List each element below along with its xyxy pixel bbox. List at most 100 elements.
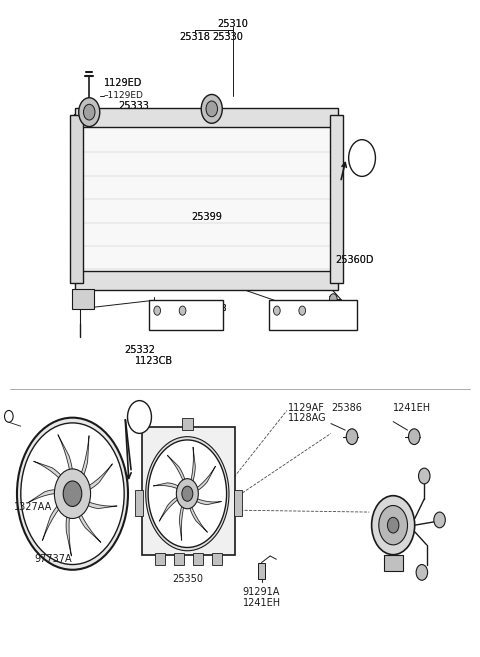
Text: 1327AA: 1327AA <box>14 502 52 512</box>
Circle shape <box>179 306 186 315</box>
Bar <box>142 427 235 555</box>
Circle shape <box>63 481 82 507</box>
Text: 1128AG: 1128AG <box>288 413 326 423</box>
Bar <box>75 116 338 283</box>
Circle shape <box>17 418 128 570</box>
Bar <box>75 271 338 290</box>
Text: –1129ED: –1129ED <box>104 91 144 101</box>
Circle shape <box>182 486 193 501</box>
Text: 25360D: 25360D <box>336 255 374 265</box>
Circle shape <box>379 505 408 545</box>
Polygon shape <box>78 436 89 484</box>
Circle shape <box>416 564 428 580</box>
Text: 25399: 25399 <box>191 212 222 222</box>
Bar <box>269 300 357 330</box>
Circle shape <box>206 101 217 117</box>
Circle shape <box>419 468 430 484</box>
Circle shape <box>329 294 337 304</box>
Text: 1129AF: 1129AF <box>288 403 325 413</box>
Circle shape <box>299 306 306 315</box>
Text: 25310: 25310 <box>217 18 248 29</box>
Text: 25318: 25318 <box>198 304 227 313</box>
Polygon shape <box>189 505 207 532</box>
Circle shape <box>54 469 91 518</box>
Polygon shape <box>168 455 186 483</box>
Bar <box>234 490 242 516</box>
Circle shape <box>79 98 100 127</box>
Text: A: A <box>135 412 144 422</box>
Circle shape <box>274 306 280 315</box>
Text: 97737A: 97737A <box>35 555 72 564</box>
Text: 25333: 25333 <box>118 101 149 110</box>
Polygon shape <box>153 483 180 489</box>
Circle shape <box>372 495 415 555</box>
Polygon shape <box>195 466 216 491</box>
Bar <box>174 553 184 564</box>
Text: 25319: 25319 <box>165 304 193 313</box>
Text: 25318: 25318 <box>179 32 210 42</box>
Text: 25386: 25386 <box>331 403 362 413</box>
Circle shape <box>84 104 95 120</box>
Text: 1129ED: 1129ED <box>104 78 142 87</box>
Bar <box>155 553 165 564</box>
Circle shape <box>21 423 124 564</box>
Text: 25332: 25332 <box>124 345 155 355</box>
Text: THREE STAR: THREE STAR <box>278 315 350 325</box>
Bar <box>135 490 144 516</box>
Polygon shape <box>42 500 64 541</box>
Text: 25350: 25350 <box>172 574 203 584</box>
Polygon shape <box>81 499 117 509</box>
Text: 1241EH: 1241EH <box>242 598 281 608</box>
Bar <box>75 108 338 127</box>
Text: HALLA: HALLA <box>168 315 206 325</box>
Bar <box>258 562 265 579</box>
Circle shape <box>408 429 420 445</box>
Polygon shape <box>83 464 112 492</box>
Bar <box>193 553 203 564</box>
Circle shape <box>128 401 152 434</box>
Circle shape <box>146 437 229 551</box>
Bar <box>72 289 94 309</box>
Circle shape <box>346 429 358 445</box>
Text: 25360D: 25360D <box>336 255 374 265</box>
Circle shape <box>154 306 160 315</box>
Bar <box>181 419 193 430</box>
Text: 25319: 25319 <box>165 304 193 313</box>
Text: 25333: 25333 <box>118 101 149 110</box>
Text: THREE STAR: THREE STAR <box>278 315 350 325</box>
Text: A: A <box>358 153 366 163</box>
Polygon shape <box>180 503 184 540</box>
Polygon shape <box>58 435 73 480</box>
Text: 25318: 25318 <box>179 32 210 42</box>
Polygon shape <box>27 489 62 503</box>
Circle shape <box>176 479 198 509</box>
Text: 25330: 25330 <box>213 32 243 42</box>
Bar <box>149 300 223 330</box>
Text: 25310: 25310 <box>217 18 248 29</box>
Text: HALLA: HALLA <box>168 315 206 325</box>
Bar <box>329 116 343 283</box>
Text: 25319: 25319 <box>277 304 306 313</box>
Text: 25318: 25318 <box>311 304 339 313</box>
Polygon shape <box>159 496 180 521</box>
Text: 1129ED: 1129ED <box>104 78 142 87</box>
Circle shape <box>387 517 399 533</box>
Polygon shape <box>66 507 72 556</box>
Circle shape <box>434 512 445 528</box>
Text: 1241EH: 1241EH <box>393 403 432 413</box>
Text: 25318: 25318 <box>311 304 339 313</box>
Bar <box>70 116 84 283</box>
Bar <box>213 553 222 564</box>
Polygon shape <box>75 507 101 543</box>
Text: 25330: 25330 <box>213 32 243 42</box>
Polygon shape <box>191 447 195 484</box>
Text: 25332: 25332 <box>124 345 155 355</box>
Text: 25318: 25318 <box>198 304 227 313</box>
Bar <box>384 555 403 571</box>
Polygon shape <box>194 498 221 505</box>
Circle shape <box>348 140 375 176</box>
Text: 1123CB: 1123CB <box>135 356 173 367</box>
Text: 25319: 25319 <box>277 304 306 313</box>
Text: 91291A: 91291A <box>243 587 280 597</box>
Circle shape <box>201 95 222 124</box>
